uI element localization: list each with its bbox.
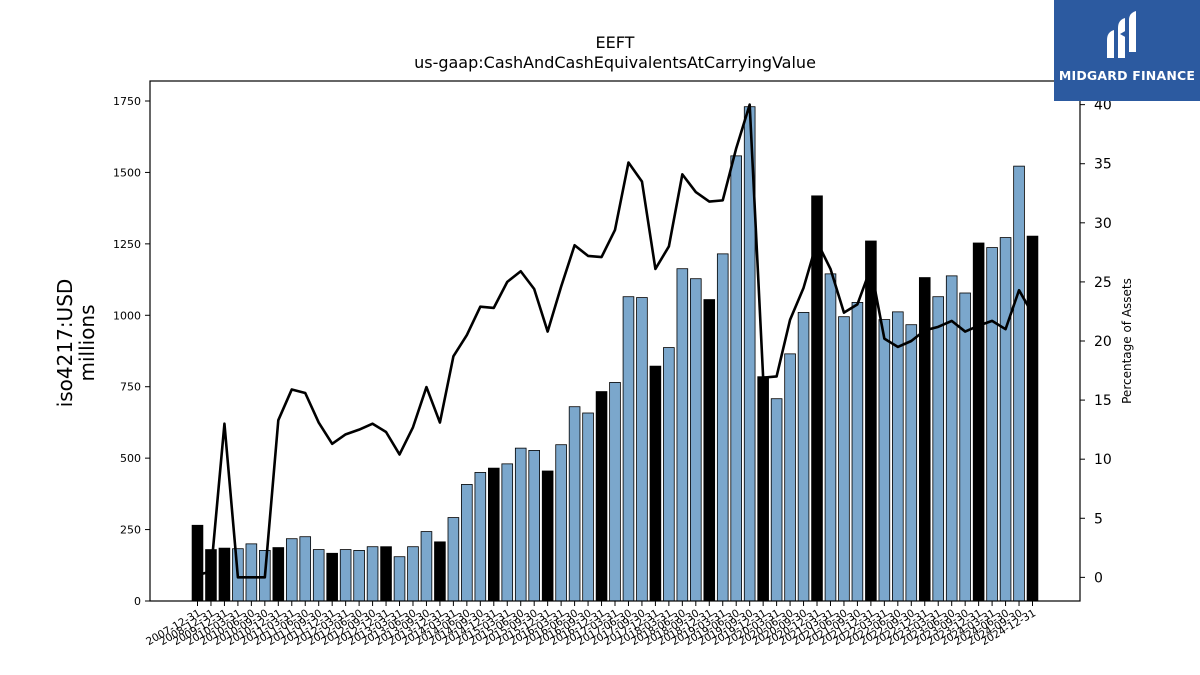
bar (407, 546, 419, 602)
y-axis-left: 0 250 500 750 1000 1250 1500 1750 (113, 95, 150, 608)
bar (218, 547, 231, 602)
bar (649, 365, 662, 602)
y-tick-label: 1000 (113, 309, 141, 322)
bar (353, 550, 365, 602)
bar (986, 247, 998, 602)
bar (299, 536, 312, 602)
bar (393, 556, 406, 602)
brand-logo-text: MIDGARD FINANCE (1058, 68, 1196, 83)
bar (865, 240, 877, 602)
y-tick-label: 0 (134, 595, 141, 608)
bar (595, 391, 608, 602)
midgard-logo-icon (1107, 11, 1136, 58)
bar (1026, 235, 1039, 602)
bar (461, 484, 473, 602)
y2-tick-label: 15 (1094, 393, 1112, 409)
bar (339, 549, 352, 602)
y-tick-label: 1500 (113, 166, 141, 179)
bar (797, 312, 810, 602)
bar (770, 398, 783, 602)
bar (326, 552, 338, 602)
y2-axis-label: Percentage of Assets (1120, 278, 1134, 404)
bar (285, 538, 298, 602)
bar (191, 524, 204, 602)
y2-tick-label: 30 (1094, 216, 1112, 232)
bar (568, 406, 581, 602)
bar (918, 277, 931, 602)
bar (555, 444, 567, 602)
bar (757, 376, 769, 602)
bar (501, 463, 514, 602)
bar (380, 546, 392, 602)
brand-logo: MIDGARD FINANCE (1054, 0, 1200, 101)
chart-subtitle: us-gaap:CashAndCashEquivalentsAtCarrying… (414, 53, 816, 72)
y2-tick-label: 40 (1094, 98, 1112, 114)
bar (609, 382, 621, 602)
bar (838, 316, 850, 602)
bar (932, 296, 945, 602)
bar (878, 319, 891, 602)
bar (447, 517, 460, 602)
bar (703, 299, 716, 602)
bar (366, 546, 379, 602)
bar (784, 353, 796, 602)
y-tick-label: 750 (120, 381, 141, 394)
bar (730, 155, 742, 602)
y-tick-label: 1750 (113, 95, 141, 108)
bar (905, 324, 918, 602)
percentage-line (197, 103, 1034, 579)
y-tick-label: 250 (120, 524, 141, 537)
bar (420, 531, 433, 602)
y2-tick-label: 25 (1094, 275, 1112, 291)
y2-tick-label: 0 (1094, 570, 1103, 586)
bar (474, 472, 487, 602)
bar (892, 311, 904, 602)
y-tick-label: 1250 (113, 238, 141, 251)
y2-tick-label: 10 (1094, 452, 1112, 468)
y-axis-label-line1: iso4217:USD (53, 279, 77, 408)
bar (663, 347, 675, 602)
bar (972, 242, 985, 602)
bar (514, 447, 527, 602)
bar (245, 543, 258, 602)
y-tick-label: 500 (120, 452, 141, 465)
bar (541, 470, 554, 602)
bar (676, 268, 689, 602)
bar (690, 278, 702, 602)
bar (582, 412, 594, 602)
y-axis-label-line2: millions (75, 304, 99, 381)
bar (851, 302, 864, 602)
bar (1013, 165, 1025, 602)
y-axis-right: 0 5 10 15 20 25 30 35 40 (1080, 98, 1112, 586)
x-axis: 2007-12-312008-12-312009-12-312010-03-31… (144, 601, 1038, 648)
chart-title: EEFT (596, 33, 635, 52)
bar (272, 547, 285, 602)
y2-tick-label: 5 (1094, 511, 1103, 527)
bar (622, 296, 635, 602)
bar (434, 541, 446, 602)
bar (636, 297, 648, 602)
bar (487, 467, 500, 602)
y2-tick-label: 35 (1094, 157, 1112, 173)
bar (312, 549, 325, 602)
bar (999, 237, 1012, 602)
bar (824, 273, 837, 602)
bar (528, 450, 540, 602)
bar-series (191, 106, 1039, 602)
bar (716, 253, 729, 602)
y2-tick-label: 20 (1094, 334, 1112, 350)
bar (959, 292, 971, 602)
